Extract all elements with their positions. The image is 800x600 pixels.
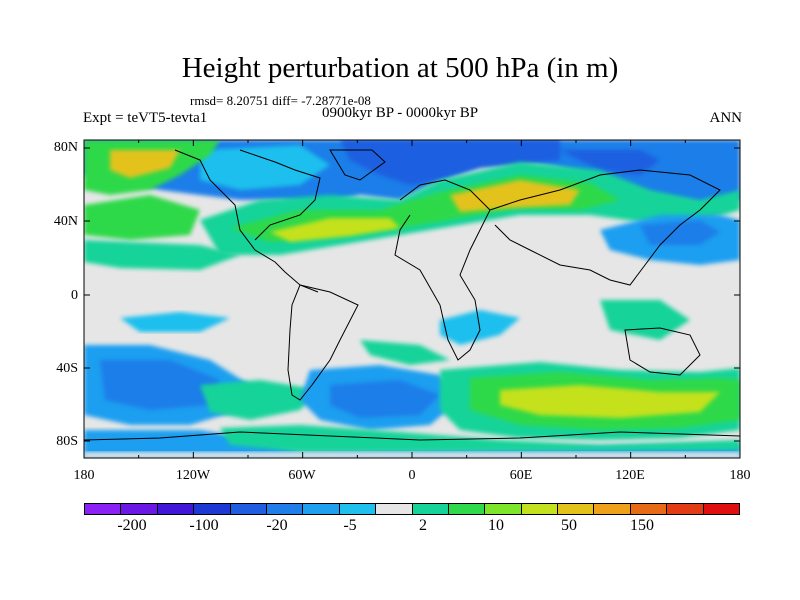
contour-fill-layer bbox=[84, 140, 740, 458]
antarctica-coast bbox=[84, 431, 740, 441]
colorbar-cell bbox=[303, 504, 340, 514]
europe-africa-coast bbox=[394, 179, 491, 361]
figure-title: Height perturbation at 500 hPa (in m) bbox=[181, 52, 619, 84]
experiment-label: Expt = teVT5-tevta1 bbox=[83, 110, 208, 126]
period-label: 0900kyr BP - 0000kyr BP bbox=[322, 105, 479, 121]
lon-label: 180 bbox=[73, 468, 95, 483]
south-pacific-core bbox=[100, 360, 220, 410]
colorbar-label: -20 bbox=[266, 517, 288, 534]
colorbar-cell bbox=[521, 504, 559, 514]
north-pacific-max bbox=[110, 150, 180, 178]
colorbar-cell bbox=[667, 504, 704, 514]
north-america-coast bbox=[174, 149, 321, 293]
colorbar-label: -5 bbox=[343, 517, 357, 534]
asia-coast bbox=[489, 169, 721, 286]
north-pacific-teal bbox=[84, 240, 240, 270]
eurasia-positive-core bbox=[450, 180, 580, 212]
colorbar-cell bbox=[266, 504, 304, 514]
lon-label: 0 bbox=[408, 468, 416, 483]
siberia-low bbox=[560, 150, 660, 175]
colorbar-label: -200 bbox=[117, 517, 147, 534]
season-label: ANN bbox=[709, 110, 743, 126]
southern-ocean-teal bbox=[200, 380, 320, 420]
lon-label: 60E bbox=[509, 468, 533, 483]
lon-label: 180 bbox=[729, 468, 751, 483]
lon-label: 120E bbox=[615, 468, 645, 483]
australia-coast bbox=[624, 327, 701, 376]
indian-southern-core bbox=[500, 385, 720, 418]
south-atlantic-core bbox=[330, 380, 440, 418]
colorbar-cell bbox=[448, 504, 486, 514]
coastlines bbox=[84, 149, 740, 441]
colorbar-cell bbox=[630, 504, 668, 514]
colorbar-label: 2 bbox=[419, 517, 427, 534]
colorbar-cell bbox=[121, 504, 158, 514]
colorbar bbox=[84, 503, 740, 515]
tropical-pacific-cyan bbox=[120, 312, 230, 332]
antarctic-negative bbox=[84, 430, 740, 458]
south-america-coast bbox=[287, 284, 359, 401]
north-atlantic-low bbox=[340, 140, 560, 185]
lat-label: 0 bbox=[71, 288, 78, 303]
axis-ticks bbox=[83, 140, 741, 458]
colorbar-cell bbox=[194, 504, 231, 514]
lat-label: 40N bbox=[53, 214, 78, 229]
colorbar-label: 10 bbox=[488, 517, 504, 534]
colorbar-cell bbox=[594, 504, 631, 514]
colorbar-cell bbox=[339, 504, 377, 514]
colorbar-label: 150 bbox=[630, 517, 654, 534]
colorbar-cell bbox=[558, 504, 595, 514]
colorbar-cell bbox=[157, 504, 195, 514]
lon-label: 120W bbox=[175, 468, 211, 483]
lat-label: 80N bbox=[53, 140, 78, 155]
lat-label: 80S bbox=[56, 434, 78, 449]
south-atlantic-teal bbox=[360, 340, 450, 365]
greenland-coast bbox=[329, 149, 386, 181]
greenland-cyan bbox=[200, 145, 330, 190]
colorbar-cell bbox=[412, 504, 449, 514]
colorbar-cell bbox=[85, 504, 122, 514]
colorbar-cell bbox=[485, 504, 522, 514]
rmsd-diff-stats: rmsd= 8.20751 diff= -7.28771e-08 bbox=[190, 93, 371, 108]
colorbar-cell bbox=[230, 504, 267, 514]
colorbar-label: 50 bbox=[561, 517, 577, 534]
north-america-positive bbox=[84, 195, 200, 240]
atlantic-positive-core bbox=[270, 218, 400, 242]
lat-label: 40S bbox=[56, 361, 78, 376]
colorbar-label: -100 bbox=[189, 517, 219, 534]
lon-label: 60W bbox=[288, 468, 316, 483]
west-pacific-core bbox=[640, 220, 720, 245]
colorbar-cell bbox=[703, 504, 740, 514]
colorbar-cell bbox=[376, 504, 413, 514]
